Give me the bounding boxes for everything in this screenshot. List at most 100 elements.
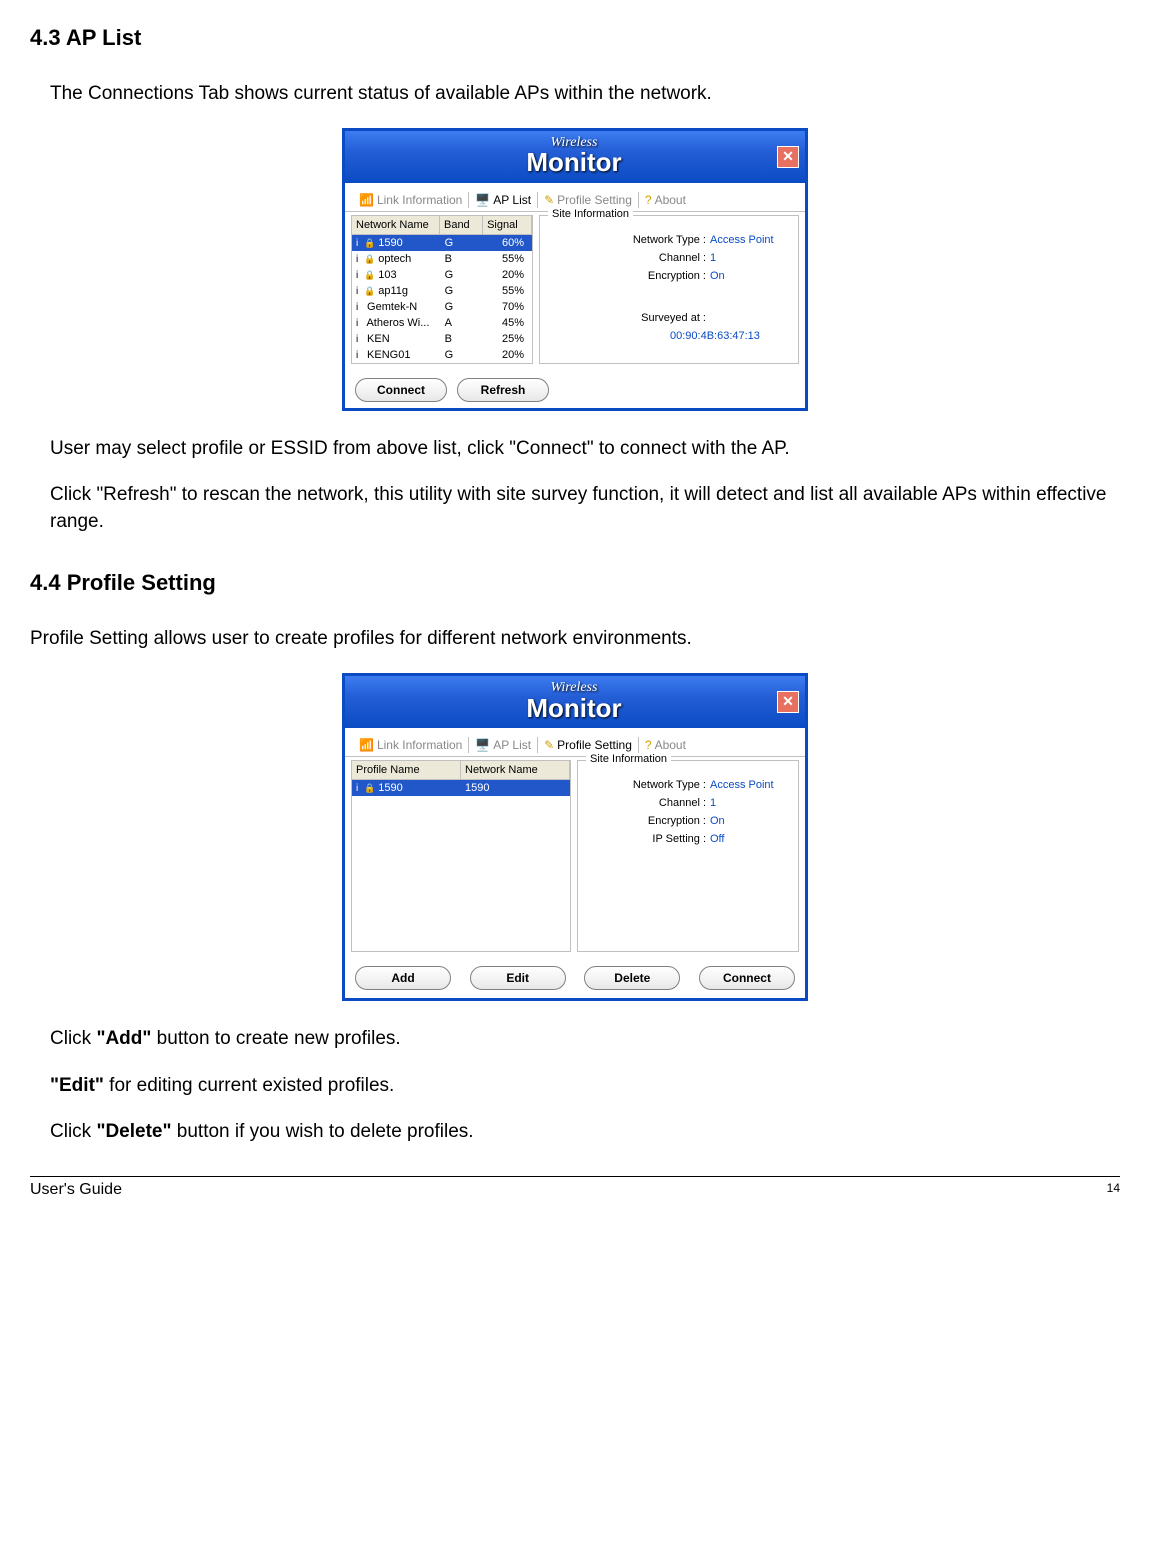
titlebar: Wireless Monitor ✕ [345,676,805,728]
table-row[interactable]: i KENB25% [352,331,532,347]
antenna-icon: i [356,302,364,313]
about-icon: ? [645,738,652,752]
value-ip-setting: Off [710,833,790,845]
tab-link-information[interactable]: 📶 Link Information [353,189,468,211]
connect-button[interactable]: Connect [355,378,447,402]
col-band[interactable]: Band [440,216,483,235]
table-row[interactable]: i🔒 103G20% [352,267,532,283]
tab-link-information[interactable]: 📶 Link Information [353,734,468,756]
delete-button[interactable]: Delete [584,966,680,990]
value-encryption: On [710,270,790,282]
col-signal[interactable]: Signal [483,216,532,235]
title-text: Wireless Monitor [371,137,777,177]
aplist-icon: 🖥️ [475,738,490,752]
close-icon[interactable]: ✕ [777,146,799,168]
label-channel: Channel : [586,797,710,809]
para-edit: "Edit" for editing current existed profi… [50,1073,1120,1100]
para-aplist-select: User may select profile or ESSID from ab… [50,436,1120,463]
ap-list-table: Network Name Band Signal i🔒 1590G60%i🔒 o… [351,215,533,364]
tab-ap-list[interactable]: 🖥️ AP List [469,734,537,756]
value-network-type: Access Point [710,234,790,246]
lock-icon: 🔒 [364,286,375,296]
heading-profile-setting: 4.4 Profile Setting [30,570,1120,596]
add-button[interactable]: Add [355,966,451,990]
antenna-icon: i [356,350,364,361]
label-ip-setting: IP Setting : [586,833,710,845]
profile-list-table: Profile Name Network Name i🔒 15901590 [351,760,571,952]
table-row[interactable]: i🔒 1590G60% [352,235,532,251]
table-row[interactable]: i Atheros Wi...A45% [352,315,532,331]
page-number: 14 [1107,1181,1120,1199]
title-main: Monitor [526,147,621,177]
profile-icon: ✎ [544,738,554,752]
titlebar: Wireless Monitor ✕ [345,131,805,183]
table-row[interactable]: i🔒 15901590 [352,780,570,796]
col-profile-name[interactable]: Profile Name [352,761,461,780]
tab-label: AP List [493,738,531,752]
refresh-button[interactable]: Refresh [457,378,549,402]
table-rows: i🔒 15901590 [352,780,570,796]
title-main: Monitor [526,693,621,723]
close-icon[interactable]: ✕ [777,691,799,713]
value-surveyed-mac: 00:90:4B:63:47:13 [670,330,790,342]
antenna-icon: i [356,238,364,249]
tab-label: AP List [493,193,531,207]
site-information-box: Site Information Network Type : Access P… [577,760,799,952]
lock-icon: 🔒 [364,783,375,793]
tab-label: Link Information [377,738,462,752]
value-encryption: On [710,815,790,827]
profile-icon: ✎ [544,193,554,207]
label-network-type: Network Type : [586,779,710,791]
footer-left: User's Guide [30,1181,122,1199]
window-body: Profile Name Network Name i🔒 15901590 Si… [345,757,805,958]
lock-icon: 🔒 [364,270,375,280]
antenna-icon: i [356,318,364,329]
table-row[interactable]: i Gemtek-NG70% [352,299,532,315]
tab-about[interactable]: ? About [639,189,692,211]
footer: User's Guide 14 [30,1176,1120,1199]
tab-ap-list[interactable]: 🖥️ AP List [469,189,537,211]
edit-button[interactable]: Edit [470,966,566,990]
table-row[interactable]: i KENG01G20% [352,347,532,363]
button-bar: Connect Refresh [345,370,805,408]
antenna-icon: i [356,286,364,297]
antenna-icon: i [356,270,364,281]
signal-icon: 📶 [359,738,374,752]
tab-label: About [655,738,686,752]
table-header: Profile Name Network Name [352,761,570,780]
col-network-name[interactable]: Network Name [461,761,570,780]
title-text: Wireless Monitor [371,682,777,722]
table-row[interactable]: i🔒 ap11gG55% [352,283,532,299]
value-channel: 1 [710,252,790,264]
value-channel: 1 [710,797,790,809]
antenna-icon: i [356,254,364,265]
connect-button[interactable]: Connect [699,966,795,990]
para-aplist-intro: The Connections Tab shows current status… [50,81,1120,108]
lock-icon: 🔒 [364,238,375,248]
site-box-title: Site Information [586,753,671,765]
value-network-type: Access Point [710,779,790,791]
antenna-icon: i [356,783,364,794]
signal-icon: 📶 [359,193,374,207]
tab-label: About [655,193,686,207]
wireless-monitor-profile-window: Wireless Monitor ✕ 📶 Link Information 🖥️… [342,673,808,1001]
button-bar: Add Edit Delete Connect [345,958,805,998]
label-network-type: Network Type : [548,234,710,246]
tab-label: Profile Setting [557,193,632,207]
table-header: Network Name Band Signal [352,216,532,235]
para-delete: Click "Delete" button if you wish to del… [50,1119,1120,1146]
para-profile-intro: Profile Setting allows user to create pr… [30,626,1120,653]
antenna-icon: i [356,334,364,345]
tabs: 📶 Link Information 🖥️ AP List ✎ Profile … [345,728,805,757]
label-encryption: Encryption : [548,270,710,282]
table-row[interactable]: i🔒 optechB55% [352,251,532,267]
tab-label: Profile Setting [557,738,632,752]
para-add: Click "Add" button to create new profile… [50,1026,1120,1053]
tab-label: Link Information [377,193,462,207]
wireless-monitor-aplist-window: Wireless Monitor ✕ 📶 Link Information 🖥️… [342,128,808,411]
aplist-icon: 🖥️ [475,193,490,207]
heading-aplist: 4.3 AP List [30,25,1120,51]
col-network-name[interactable]: Network Name [352,216,440,235]
window-body: Network Name Band Signal i🔒 1590G60%i🔒 o… [345,212,805,370]
para-aplist-refresh: Click "Refresh" to rescan the network, t… [50,482,1120,535]
